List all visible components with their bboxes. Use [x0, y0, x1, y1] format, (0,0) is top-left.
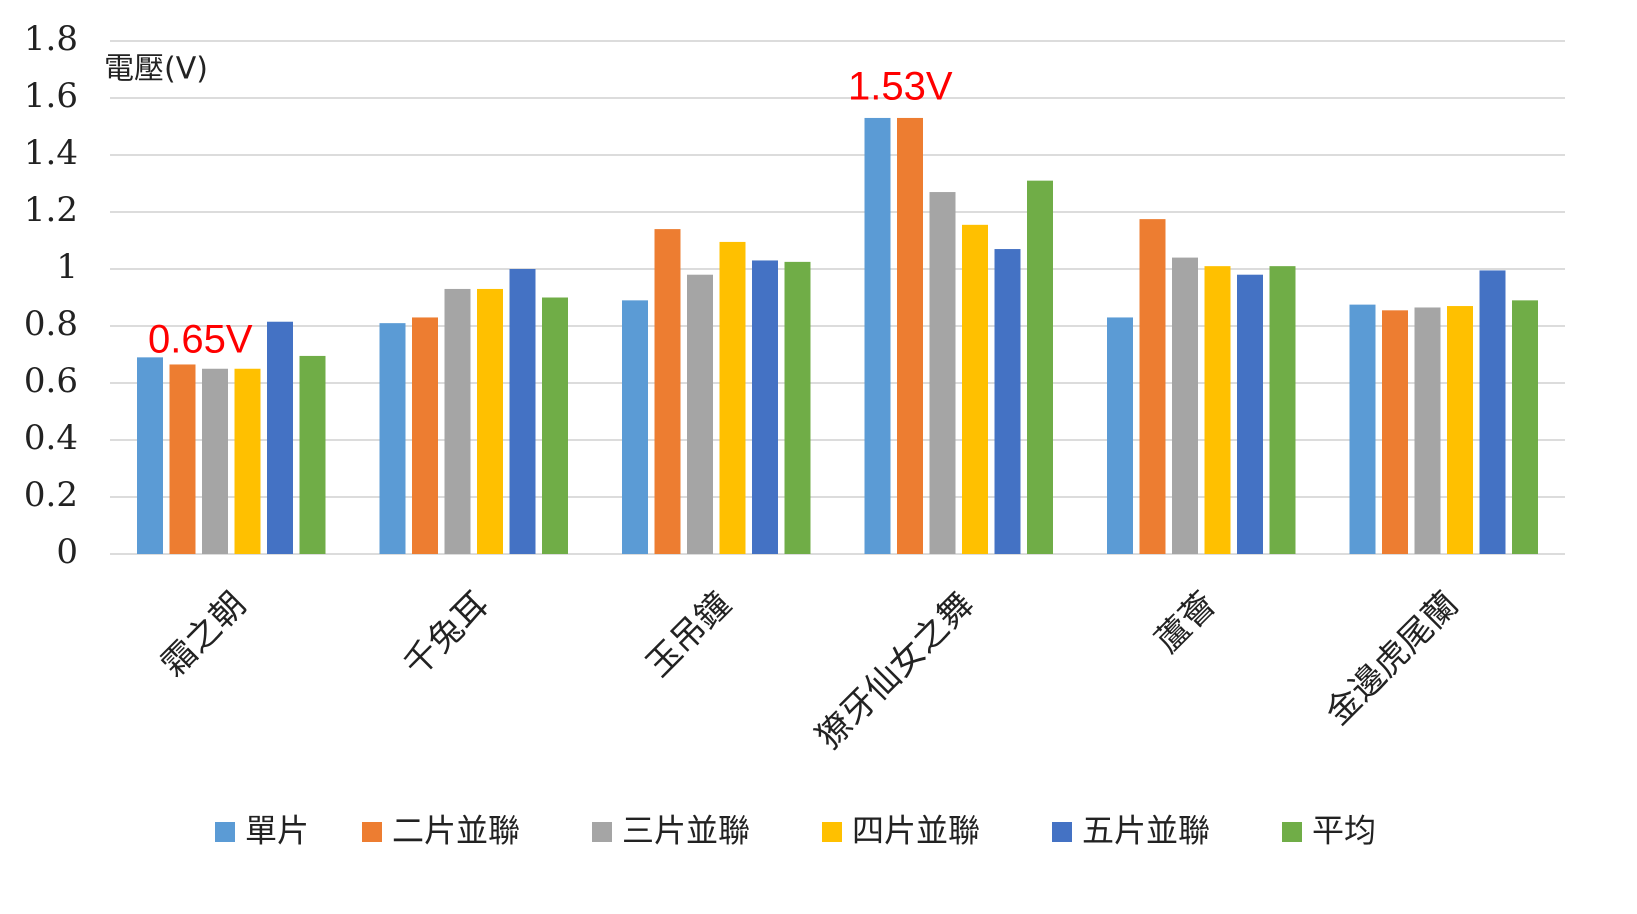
y-tick-label: 0.2	[24, 475, 78, 515]
bar	[1027, 180, 1053, 554]
bar	[169, 364, 196, 554]
y-tick-label: 0	[56, 532, 78, 572]
legend-swatch	[215, 822, 235, 842]
bar	[622, 300, 648, 554]
bar	[719, 241, 746, 555]
bar	[962, 224, 988, 554]
y-tick-label: 1.8	[24, 19, 78, 59]
legend-label: 二片並聯	[392, 812, 520, 850]
bar	[1479, 270, 1506, 554]
x-tick-label: 霜之朝	[154, 584, 254, 684]
legend-swatch	[1052, 822, 1072, 842]
bar	[1107, 317, 1133, 554]
bar	[234, 368, 261, 554]
bar	[1204, 266, 1231, 554]
y-tick-label: 1.4	[24, 133, 78, 173]
bar	[379, 323, 406, 554]
annotation: 0.65V	[148, 318, 253, 362]
bar	[1512, 300, 1538, 554]
bar	[202, 368, 228, 554]
bar	[137, 357, 163, 554]
bar	[687, 274, 713, 554]
x-tick-label: 金邊虎尾蘭	[1318, 584, 1466, 732]
y-tick-label: 1	[56, 247, 78, 287]
bar	[1172, 257, 1198, 554]
bar	[929, 192, 956, 555]
legend-label: 平均	[1312, 812, 1376, 850]
bar	[1139, 219, 1166, 554]
legend-label: 四片並聯	[852, 812, 980, 850]
bar	[864, 117, 891, 554]
x-tick-label: 玉吊鐘	[639, 584, 739, 684]
bar	[444, 288, 471, 554]
bar	[267, 321, 293, 554]
annotation: 1.53V	[848, 65, 953, 109]
legend-label: 單片	[245, 812, 309, 850]
legend-label: 三片並聯	[622, 812, 750, 850]
bar	[994, 249, 1021, 555]
bar	[299, 355, 326, 554]
y-axis-label: 電壓(V)	[104, 52, 208, 87]
bar	[1414, 307, 1441, 554]
x-tick-label: 蘆薈	[1148, 584, 1224, 660]
y-tick-label: 0.4	[24, 418, 78, 458]
legend-swatch	[362, 822, 382, 842]
bar	[752, 260, 778, 554]
legend-label: 五片並聯	[1082, 812, 1210, 850]
bar	[509, 269, 536, 554]
legend-swatch	[1282, 822, 1302, 842]
x-tick-label: 獠牙仙女之舞	[809, 584, 982, 757]
y-tick-label: 0.6	[24, 361, 78, 401]
bar	[1447, 306, 1473, 554]
bar	[1349, 304, 1376, 554]
bar	[1382, 310, 1408, 554]
y-tick-label: 1.6	[24, 76, 78, 116]
bar	[412, 317, 438, 554]
y-tick-label: 1.2	[24, 190, 78, 230]
legend-swatch	[822, 822, 842, 842]
bar	[542, 297, 568, 554]
x-tick-label: 千兔耳	[396, 584, 496, 684]
bar	[784, 261, 811, 554]
bar	[477, 288, 503, 554]
bar	[654, 229, 681, 554]
bar	[1237, 274, 1263, 554]
y-tick-label: 0.8	[24, 304, 78, 344]
legend-swatch	[592, 822, 612, 842]
bar	[897, 117, 923, 554]
bar	[1269, 266, 1296, 554]
